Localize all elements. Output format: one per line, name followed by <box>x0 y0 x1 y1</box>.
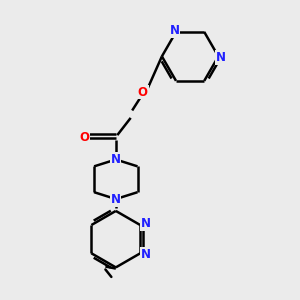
Text: N: N <box>141 248 151 261</box>
Text: N: N <box>141 218 151 230</box>
Text: N: N <box>110 193 121 206</box>
Text: N: N <box>169 24 179 37</box>
Text: N: N <box>110 153 121 166</box>
Text: O: O <box>79 131 89 144</box>
Text: O: O <box>138 85 148 98</box>
Text: N: N <box>216 51 226 64</box>
